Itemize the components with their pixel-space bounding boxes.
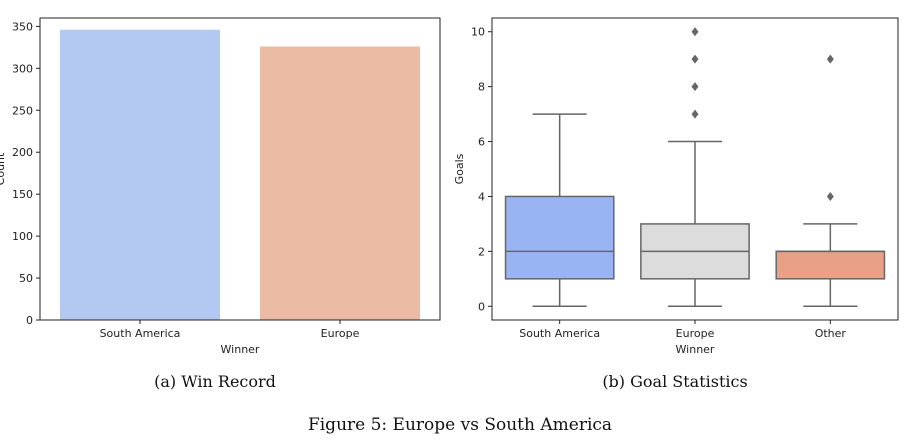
x-tick-label: Europe [321,327,360,340]
y-tick-label: 4 [478,190,485,203]
outlier-point [691,27,699,37]
chart-win-record: 0 50 100 150 200 250 300 350 South America Europe… [0,17,441,356]
figure-caption: Figure 5: Europe vs South America [307,415,613,435]
plot-frame [39,17,441,321]
y-tick-label: 250 [12,104,33,117]
y-tick-label: 0 [26,314,33,327]
y-tick-label: 0 [478,300,485,313]
x-tick-label: South America [100,327,181,340]
y-tick-label: 150 [12,188,33,201]
x-axis-label: Winner [221,343,260,356]
caption-win-record: (a) Win Record [154,372,276,391]
bar-south-america [60,29,220,320]
chart-goal-statistics: 0 2 4 6 8 10 South America Europe Other Winner Goa… [453,17,899,356]
y-tick-label: 300 [12,62,33,75]
y-axis-label: Count [0,152,7,185]
caption-goal-statistics: (b) Goal Statistics [602,372,748,391]
box-iqr [775,250,886,280]
y-tick-label: 200 [12,146,33,159]
outlier-point [691,109,699,119]
x-tick-label: South America [519,327,600,340]
box-iqr [504,195,615,280]
y-axis-label: Goals [453,153,466,184]
box-south-america [504,113,615,308]
y-tick-label: 10 [471,26,485,39]
y-tick-label: 100 [12,230,33,243]
y-tick-label: 350 [12,20,33,33]
y-tick-label: 50 [19,272,33,285]
outlier-point [691,82,699,92]
box-europe [640,27,750,308]
outlier-point [691,54,699,64]
box-other [775,54,886,308]
outlier-point [826,191,834,201]
x-tick-label: Europe [676,327,715,340]
bar-europe [260,46,420,321]
y-tick-label: 2 [478,245,485,258]
y-tick-label: 8 [478,81,485,94]
y-tick-label: 6 [478,136,485,149]
x-axis-label: Winner [676,343,715,356]
x-tick-label: Other [815,327,847,340]
outlier-point [826,54,834,64]
